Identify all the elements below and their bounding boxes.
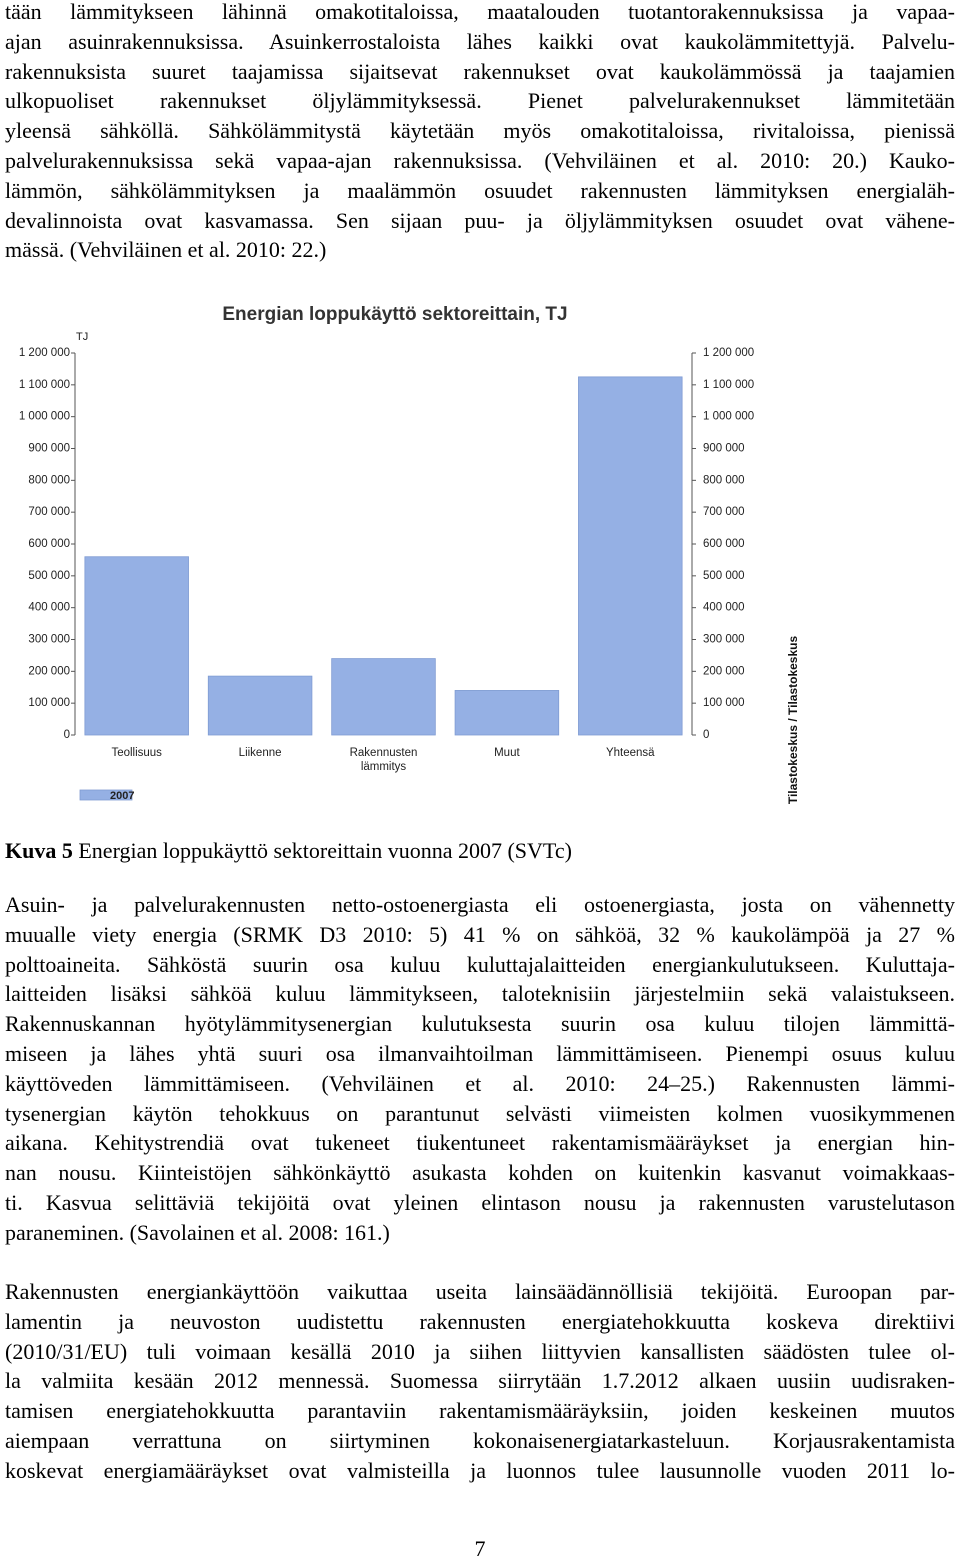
x-tick-label: Muut xyxy=(494,747,520,759)
y2-tick-label: 700 000 xyxy=(703,506,745,518)
text-line: tysenergian käytön tehokkuus on parantun… xyxy=(5,1100,955,1126)
y2-tick-label: 0 xyxy=(703,729,709,741)
caption-text: Energian loppukäyttö sektoreittain vuonn… xyxy=(78,838,572,863)
text-line: paraneminen. (Savolainen et al. 2008: 16… xyxy=(5,1219,390,1245)
text-line: tään lämmitykseen lähinnä omakotitaloiss… xyxy=(5,0,955,24)
y-unit: TJ xyxy=(76,331,88,343)
y-tick-label: 400 000 xyxy=(28,602,70,614)
text-line: koskevat energiamääräykset ovat valmiste… xyxy=(5,1457,955,1483)
text-line: muualle viety energia (SRMK D3 2010: 5) … xyxy=(5,921,955,947)
bar xyxy=(454,690,560,736)
y-tick-label: 200 000 xyxy=(28,665,70,677)
x-tick-label-box: Teollisuus xyxy=(111,747,162,759)
y-tick-label: 800 000 xyxy=(28,474,70,486)
caption: Kuva 5 Energian loppukäyttö sektoreittai… xyxy=(5,838,572,864)
x-tick-label: Liikenne xyxy=(238,747,282,759)
text-line: rakennuksista suuret taajamissa sijaitse… xyxy=(5,58,955,84)
y2-tick-label: 400 000 xyxy=(703,602,745,614)
text-line: ti. Kasvua selittäviä tekijöitä ovat yle… xyxy=(5,1189,955,1215)
text-line: Rakennuskannan hyötylämmitysenergian kul… xyxy=(5,1011,955,1037)
y-tick-label: 700 000 xyxy=(28,506,70,518)
x-tick-label: Teollisuus xyxy=(111,747,162,759)
y-tick-label: 0 xyxy=(64,729,70,741)
x-tick-label: Yhteensä xyxy=(605,747,655,759)
text-line: la valmiita kesään 2012 mennessä. Suomes… xyxy=(5,1368,955,1394)
y-tick-label: 1 000 000 xyxy=(19,411,70,423)
text-line: aiempaan verrattuna on siirtyminen kokon… xyxy=(5,1427,955,1453)
text-line: devalinnoista ovat kasvamassa. Sen sijaa… xyxy=(5,207,955,233)
legend-label: 2007 xyxy=(110,790,134,802)
y2-tick-label: 200 000 xyxy=(703,665,745,677)
bar xyxy=(578,376,683,736)
text-line: ulkopuoliset rakennukset öljylämmitykses… xyxy=(5,88,955,114)
y2-tick-label: 300 000 xyxy=(703,634,745,646)
text-line: (2010/31/EU) tuli voimaan kesällä 2010 j… xyxy=(5,1338,955,1364)
text-line: Asuin- ja palvelurakennusten netto-ostoe… xyxy=(5,892,955,917)
text-line: laitteiden lisäksi sähköä kuluu lämmityk… xyxy=(5,981,955,1007)
y-tick-label: 300 000 xyxy=(28,634,70,646)
text-line: lamentin ja neuvoston uudistettu rakennu… xyxy=(5,1308,955,1334)
text-line: miseen ja lähes yhtä suuri osa ilmanvaih… xyxy=(5,1040,955,1066)
text-line: polttoaineita. Sähköstä suurin osa kuluu… xyxy=(5,951,955,977)
legend-swatch xyxy=(79,789,133,801)
page-number: 7 xyxy=(474,1536,486,1561)
text-line: ajan asuinrakennuksissa. Asuinkerrostalo… xyxy=(5,28,955,54)
bar xyxy=(331,658,436,736)
y2-tick-label: 1 200 000 xyxy=(703,347,754,359)
y-tick-label: 100 000 xyxy=(28,697,70,709)
y2-tick-label: 100 000 xyxy=(703,697,745,709)
y-tick-label: 1 100 000 xyxy=(19,379,70,391)
y-tick-label: 1 200 000 xyxy=(19,347,70,359)
caption-label: Kuva 5 xyxy=(5,838,73,863)
text-line: nan nousu. Kiinteistöjen sähkönkäyttö as… xyxy=(5,1160,955,1186)
x-tick-label-box: Yhteensä xyxy=(605,747,655,759)
x-tick-label-box: Muut xyxy=(494,747,520,759)
text-line: lämmön, sähkölämmityksen ja maalämmön os… xyxy=(5,177,955,203)
text-line: käyttöveden lämmittämiseen. (Vehviläinen… xyxy=(5,1070,955,1096)
y2-tick-label: 800 000 xyxy=(703,474,745,486)
x-tick-label: Rakennusten lämmitys xyxy=(349,747,418,773)
y-tick-label: 500 000 xyxy=(28,570,70,582)
text-line: mässä. (Vehviläinen et al. 2010: 22.) xyxy=(5,237,327,263)
x-tick-label-box: Liikenne xyxy=(238,747,282,759)
y2-tick-label: 1 100 000 xyxy=(703,379,754,391)
text-line: yleensä sähköllä. Sähkölämmitystä käytet… xyxy=(5,118,955,144)
paragraph: Rakennusten energiankäyttöön vaikuttaa u… xyxy=(5,1277,955,1486)
text-line: palvelurakennuksissa sekä vapaa-ajan rak… xyxy=(5,147,955,173)
y2-tick-label: 1 000 000 xyxy=(703,411,754,423)
x-tick-label-box: Rakennusten lämmitys xyxy=(349,747,418,773)
text-line: tamisen energiatehokkuutta parantaviin r… xyxy=(5,1398,955,1424)
bar xyxy=(207,675,313,736)
y-tick-label: 600 000 xyxy=(28,538,70,550)
paragraph: Asuin- ja palvelurakennusten netto-ostoe… xyxy=(5,890,955,1248)
bar xyxy=(84,556,189,736)
y-tick-label: 900 000 xyxy=(28,443,70,455)
y2-tick-label: 900 000 xyxy=(703,443,745,455)
text-line: Rakennusten energiankäyttöön vaikuttaa u… xyxy=(5,1279,955,1304)
paragraph: tään lämmitykseen lähinnä omakotitaloiss… xyxy=(5,0,955,265)
y2-tick-label: 600 000 xyxy=(703,538,745,550)
source: Tilastokeskus / Tilastokeskus xyxy=(786,636,800,805)
y2-tick-label: 500 000 xyxy=(703,570,745,582)
text-line: aikana. Kehitystrendiä ovat tukeneet tiu… xyxy=(5,1130,955,1156)
chart-title: Energian loppukäyttö sektoreittain, TJ xyxy=(222,304,567,325)
chart: Energian loppukäyttö sektoreittain, TJ T… xyxy=(19,304,800,805)
